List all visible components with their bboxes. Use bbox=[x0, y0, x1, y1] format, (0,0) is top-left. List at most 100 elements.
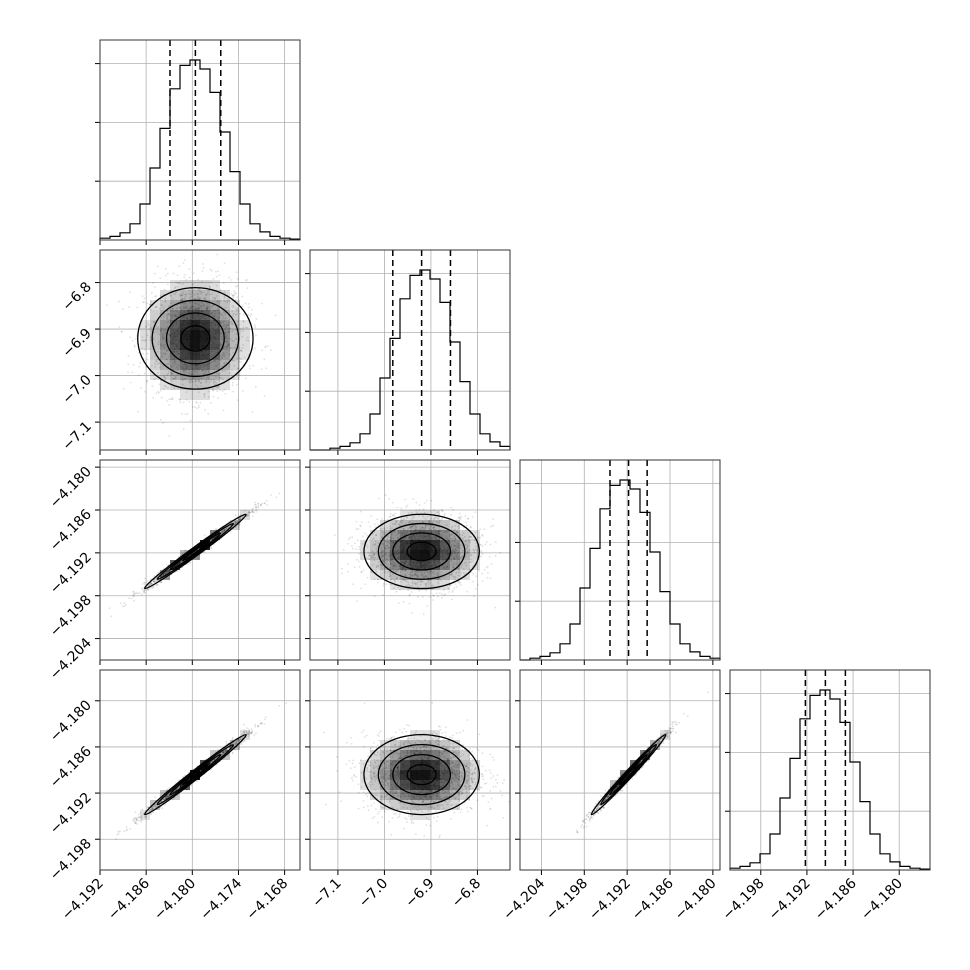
scatter-point bbox=[222, 409, 225, 412]
scatter-point bbox=[453, 544, 456, 547]
scatter-point bbox=[178, 293, 181, 296]
scatter-point bbox=[234, 313, 237, 316]
scatter-point bbox=[483, 569, 486, 571]
scatter-point bbox=[190, 308, 193, 311]
scatter-point bbox=[411, 582, 414, 585]
scatter-point bbox=[231, 295, 234, 298]
scatter-point bbox=[141, 295, 144, 298]
scatter-point bbox=[380, 552, 383, 555]
scatter-point bbox=[451, 537, 454, 540]
scatter-point bbox=[395, 569, 398, 571]
scatter-point bbox=[158, 307, 161, 310]
scatter-point bbox=[454, 576, 457, 578]
scatter-point bbox=[455, 546, 458, 548]
scatter-point bbox=[451, 598, 453, 601]
scatter-point bbox=[388, 525, 391, 528]
scatter-point bbox=[480, 555, 483, 558]
scatter-point bbox=[439, 520, 441, 523]
scatter-point bbox=[174, 375, 177, 378]
scatter-point bbox=[452, 535, 455, 537]
scatter-point bbox=[238, 523, 240, 526]
scatter-point bbox=[121, 605, 124, 608]
scatter-point bbox=[460, 559, 463, 562]
contour-2 bbox=[151, 299, 240, 378]
scatter-point bbox=[167, 569, 170, 571]
scatter-point bbox=[449, 535, 451, 538]
scatter-point bbox=[169, 308, 171, 311]
scatter-point bbox=[199, 401, 202, 404]
scatter-point bbox=[406, 504, 409, 507]
scatter-point bbox=[227, 323, 230, 326]
density-cell bbox=[200, 330, 210, 340]
scatter-point bbox=[371, 554, 373, 557]
scatter-point bbox=[384, 547, 387, 550]
scatter-point bbox=[245, 279, 248, 282]
scatter-point bbox=[167, 569, 170, 572]
scatter-point bbox=[378, 528, 381, 530]
scatter-point bbox=[237, 309, 239, 312]
scatter-point bbox=[175, 369, 178, 372]
density-cell bbox=[220, 310, 230, 320]
scatter-point bbox=[182, 291, 184, 294]
scatter-point bbox=[184, 306, 186, 308]
scatter-point bbox=[405, 515, 408, 518]
scatter-point bbox=[380, 547, 383, 550]
scatter-point bbox=[451, 549, 454, 552]
scatter-point bbox=[197, 308, 200, 310]
scatter-point bbox=[127, 354, 130, 357]
scatter-point bbox=[213, 536, 216, 539]
scatter-point bbox=[133, 593, 136, 595]
scatter-point bbox=[452, 566, 455, 569]
scatter-point bbox=[333, 534, 336, 537]
scatter-point bbox=[152, 338, 155, 341]
scatter-point bbox=[216, 372, 218, 375]
scatter-point bbox=[451, 551, 454, 553]
scatter-point bbox=[185, 391, 188, 393]
scatter-point bbox=[263, 394, 266, 397]
scatter-point bbox=[388, 497, 391, 500]
scatter-point bbox=[397, 602, 400, 605]
density-cell bbox=[200, 290, 210, 300]
scatter-point bbox=[397, 586, 400, 589]
scatter-point bbox=[203, 395, 206, 398]
scatter-point bbox=[232, 390, 234, 393]
scatter-point bbox=[424, 524, 427, 527]
scatter-point bbox=[232, 351, 235, 354]
scatter-point bbox=[453, 529, 455, 531]
scatter-point bbox=[246, 326, 249, 329]
scatter-point bbox=[408, 521, 411, 523]
scatter-point bbox=[460, 584, 462, 586]
scatter-point bbox=[179, 295, 182, 297]
scatter-point bbox=[234, 347, 237, 350]
scatter-point bbox=[190, 373, 193, 376]
scatter-point bbox=[417, 585, 419, 588]
scatter-point bbox=[239, 518, 241, 521]
scatter-point bbox=[252, 515, 254, 518]
scatter-point bbox=[402, 527, 405, 530]
scatter-point bbox=[456, 561, 458, 564]
scatter-point bbox=[226, 301, 229, 304]
scatter-point bbox=[225, 527, 228, 530]
scatter-point bbox=[236, 519, 239, 522]
density-cell bbox=[210, 350, 220, 360]
scatter-point bbox=[428, 528, 431, 531]
density-cell bbox=[190, 380, 200, 390]
scatter-point bbox=[381, 564, 383, 567]
scatter-point bbox=[235, 285, 237, 288]
scatter-point bbox=[349, 536, 352, 539]
scatter-point bbox=[162, 422, 165, 424]
scatter-point bbox=[383, 557, 386, 559]
scatter-point bbox=[453, 552, 456, 555]
scatter-point bbox=[161, 356, 163, 358]
scatter-point bbox=[167, 577, 170, 580]
scatter-point bbox=[480, 543, 482, 546]
scatter-point bbox=[213, 380, 215, 383]
scatter-point bbox=[194, 307, 197, 310]
scatter-point bbox=[205, 381, 208, 384]
scatter-point bbox=[372, 543, 375, 546]
scatter-point bbox=[391, 572, 394, 575]
scatter-point bbox=[180, 561, 183, 564]
density-cell bbox=[150, 360, 160, 370]
scatter-point bbox=[166, 358, 168, 361]
scatter-point bbox=[220, 530, 223, 533]
